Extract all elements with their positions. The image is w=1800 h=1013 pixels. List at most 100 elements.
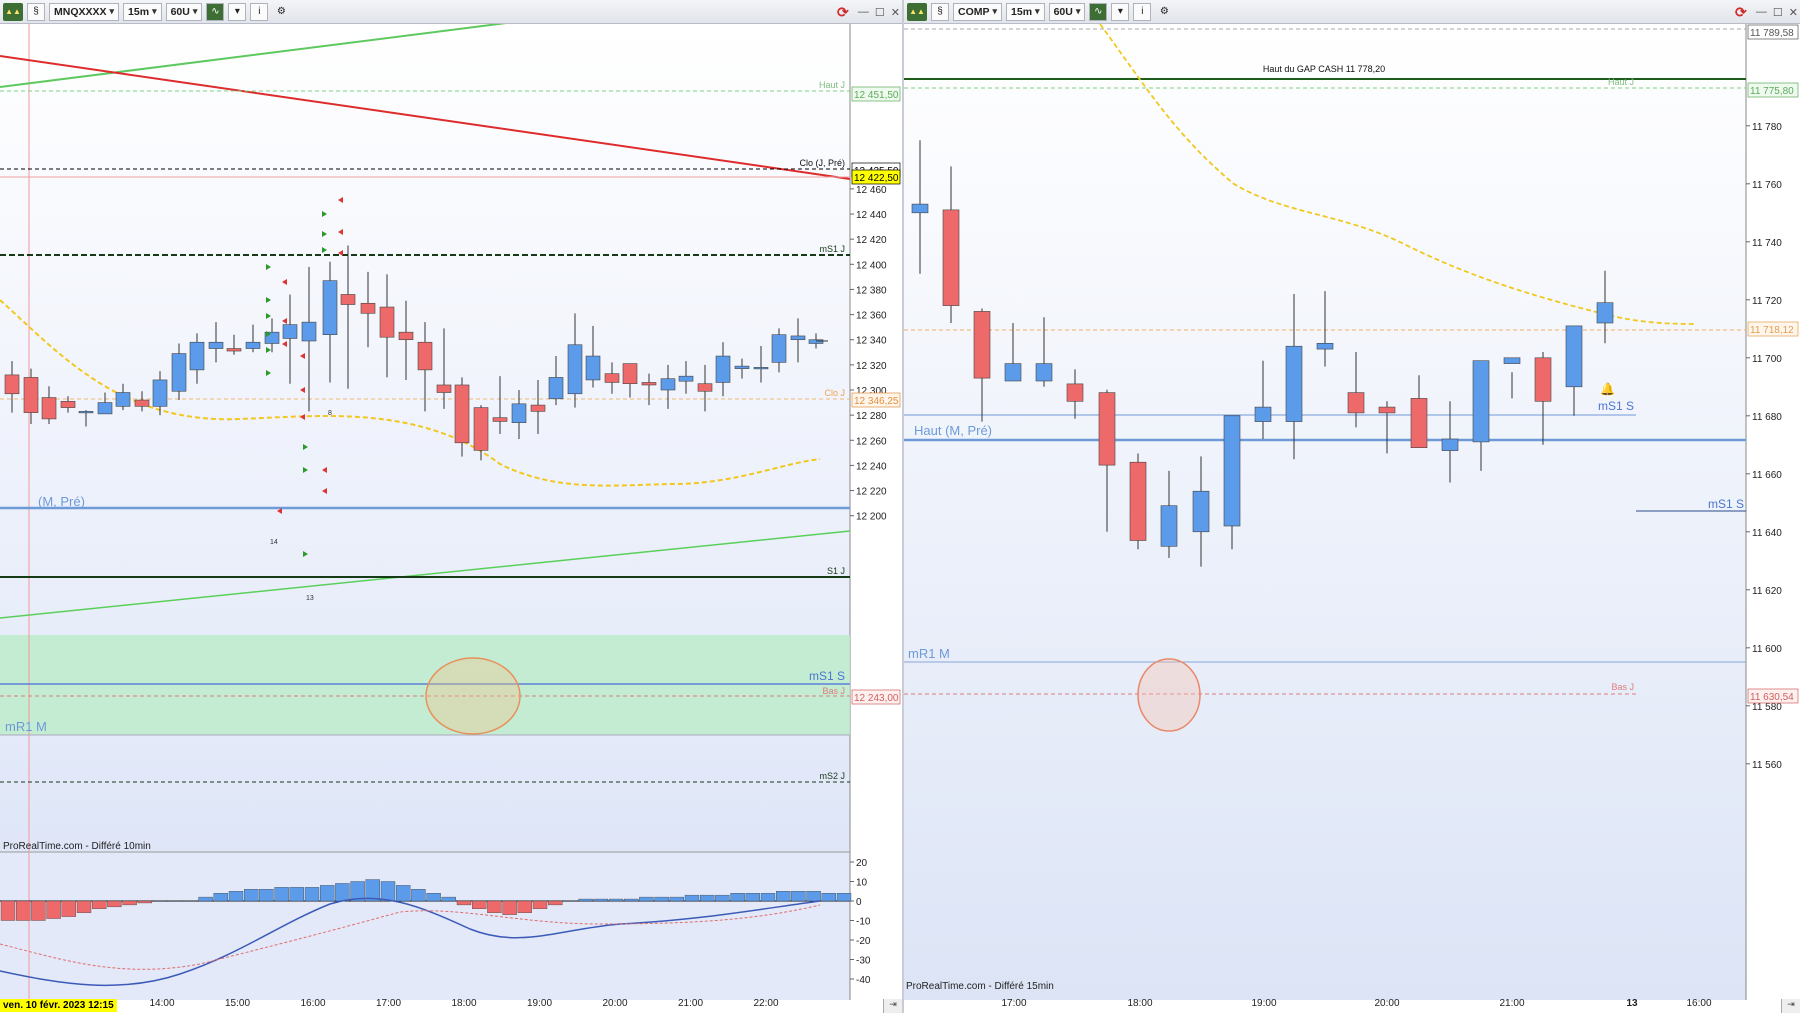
candle-up <box>322 280 338 335</box>
symbol-selector[interactable]: MNQXXXX ▾ <box>49 2 120 21</box>
chart-logo-icon[interactable]: ▲▲ <box>907 2 927 21</box>
time-axis-label: 21:00 <box>678 998 703 1009</box>
price-tick-label: 12 280 <box>856 411 887 422</box>
chart-pane-right[interactable]: ▲▲ § COMP ▾ 15m ▾ 60U ▾ ∿ ▾ i ⚙ ⟳ — ☐ ✕ 11 … <box>904 0 1800 1013</box>
close-icon[interactable]: ✕ <box>1788 6 1798 19</box>
axis-price-bas-j-box <box>1747 688 1799 704</box>
candle-up <box>790 335 806 341</box>
candle-up <box>282 324 298 339</box>
chart-type-dropdown-icon[interactable]: ▾ <box>1111 2 1130 21</box>
histogram-bar-up <box>411 889 426 902</box>
sync-icon[interactable]: ⟳ <box>837 3 849 20</box>
histogram-bar-down <box>122 900 137 906</box>
chart-pane-left[interactable]: ▲▲ § MNQXXXX ▾ 15m ▾ 60U ▾ ∿ ▾ i ⚙ ⟳ — ☐ ✕ … <box>0 0 904 1013</box>
symbol-selector[interactable]: COMP ▾ <box>953 2 1003 21</box>
price-tick-label: 12 200 <box>856 512 887 523</box>
histogram-bar-up <box>684 894 700 902</box>
histogram-bar-up <box>608 898 624 902</box>
time-axis-label: 16:00 <box>1686 998 1711 1009</box>
candle-down <box>473 407 489 451</box>
price-tick-label: 12 320 <box>856 361 887 372</box>
candle-up <box>567 344 583 395</box>
scroll-end-icon[interactable]: ⇥ <box>1781 999 1800 1013</box>
date-badge: ven. 10 févr. 2023 12:15 <box>0 999 117 1012</box>
price-tick-label: 12 340 <box>856 336 887 347</box>
link-icon[interactable]: § <box>27 2 45 21</box>
signal-line <box>0 904 821 970</box>
chevron-down-icon: ▾ <box>992 6 998 16</box>
settings-icon[interactable]: ⚙ <box>1159 6 1169 17</box>
units-selector[interactable]: 60U ▾ <box>1048 2 1086 21</box>
price-chart-right[interactable]: 11 780 11 760 11 740 11 720 11 700 11 680 11 6… <box>904 24 1800 1013</box>
units-selector[interactable]: 60U ▾ <box>165 2 203 21</box>
units-label: 60U <box>1053 5 1073 18</box>
info-icon[interactable]: i <box>250 2 269 21</box>
label-ms1-s: mS1 S <box>809 669 845 683</box>
candle-up <box>1035 363 1053 382</box>
buy-signal-arrow <box>303 444 308 450</box>
price-tick-label: 12 260 <box>856 436 887 447</box>
chart-type-icon[interactable]: ∿ <box>206 2 225 21</box>
buy-signal-arrow <box>266 297 271 303</box>
candle-up <box>548 377 564 400</box>
label-ms2-j: mS2 J <box>819 771 845 781</box>
buy-signal-arrow <box>266 347 271 353</box>
chevron-down-icon: ▾ <box>192 6 198 16</box>
candle-down <box>1410 398 1428 448</box>
scroll-end-icon[interactable]: ⇥ <box>883 999 902 1013</box>
interval-label: 15m <box>128 5 150 18</box>
axis-price-top-box <box>1747 24 1799 40</box>
candle-up <box>715 355 731 383</box>
chart-logo-icon[interactable]: ▲▲ <box>3 2 23 21</box>
candle-down <box>23 377 39 413</box>
interval-selector[interactable]: 15m ▾ <box>123 2 162 21</box>
histogram-bar-up <box>259 889 274 902</box>
link-icon[interactable]: § <box>931 2 949 21</box>
candle-up <box>115 392 131 407</box>
sell-signal-arrow <box>322 488 327 494</box>
maximize-icon[interactable]: ☐ <box>874 6 885 19</box>
buy-signal-arrow <box>303 467 308 473</box>
buy-signal-arrow <box>322 231 327 237</box>
histogram-bar-down <box>46 900 61 919</box>
candle-down <box>340 294 356 305</box>
histogram-bar-up <box>350 881 365 902</box>
chart-type-dropdown-icon[interactable]: ▾ <box>228 2 247 21</box>
label-bas-j: Bas J <box>1611 682 1634 692</box>
trendline-green-bottom <box>0 530 851 619</box>
candle-down <box>60 401 76 408</box>
maximize-icon[interactable]: ☐ <box>1772 6 1783 19</box>
sell-signal-arrow <box>322 467 327 473</box>
units-label: 60U <box>170 5 190 18</box>
histogram-bar-down <box>487 900 502 913</box>
close-icon[interactable]: ✕ <box>890 6 900 19</box>
candle-down <box>4 374 20 395</box>
label-gap-cash: Haut du GAP CASH 11 778,20 <box>1263 64 1385 74</box>
candle-up <box>753 367 769 370</box>
axis-price-current: 12 422,50 <box>854 173 899 184</box>
indicator-tick-label: -20 <box>856 936 871 947</box>
time-axis-label: 14:00 <box>149 998 174 1009</box>
histogram-bar-down <box>548 900 563 906</box>
interval-selector[interactable]: 15m ▾ <box>1006 2 1045 21</box>
price-tick-label: 11 640 <box>1752 528 1782 539</box>
candle-down <box>398 331 414 341</box>
histogram-bar-up <box>335 883 350 902</box>
chevron-down-icon: ▾ <box>1035 6 1040 16</box>
candle-up <box>678 375 694 382</box>
price-chart-left[interactable]: 12 460 12 440 12 420 12 400 12 380 12 360 12 3… <box>0 24 902 1013</box>
sell-signal-arrow <box>300 353 305 359</box>
settings-icon[interactable]: ⚙ <box>276 6 286 17</box>
candle-up <box>264 331 280 344</box>
price-tick-label: 11 560 <box>1752 760 1782 771</box>
histogram-bar-up <box>639 896 654 902</box>
sync-icon[interactable]: ⟳ <box>1735 3 1747 20</box>
histogram-bar-up <box>715 894 730 902</box>
chart-type-icon[interactable]: ∿ <box>1089 2 1108 21</box>
chevron-down-icon: ▾ <box>109 6 115 16</box>
axis-price-bas-j: 12 243,00 <box>854 693 899 704</box>
minimize-icon[interactable]: — <box>1755 6 1767 18</box>
info-icon[interactable]: i <box>1133 2 1152 21</box>
minimize-icon[interactable]: — <box>857 6 869 18</box>
candle-down <box>1066 383 1084 402</box>
